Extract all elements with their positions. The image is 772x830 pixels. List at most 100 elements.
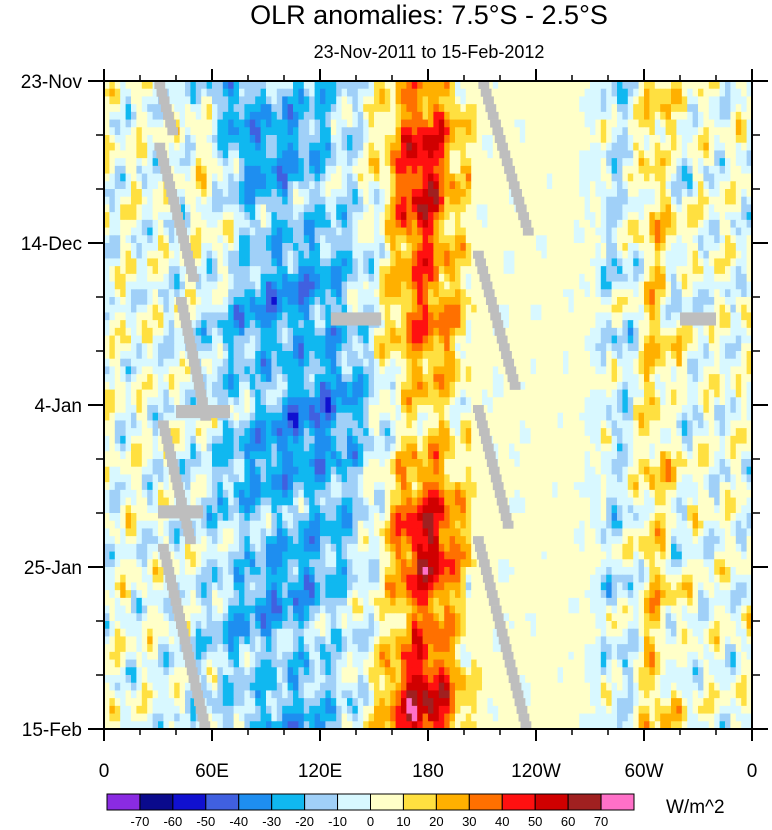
heat-cell (271, 173, 278, 182)
heat-cell (422, 320, 429, 329)
heat-cell (741, 327, 747, 336)
heat-cell (600, 281, 607, 290)
heat-cell (314, 320, 321, 329)
heat-cell (568, 235, 575, 244)
heat-cell (514, 111, 521, 120)
heat-cell (163, 243, 170, 252)
heat-cell (384, 142, 391, 151)
heat-cell (633, 389, 639, 398)
heat-cell (282, 135, 288, 144)
heat-cell (460, 335, 467, 344)
heat-cell (368, 243, 375, 252)
heat-cell (147, 96, 153, 105)
heat-cell (730, 250, 737, 259)
heat-cell (692, 250, 699, 259)
heat-cell (725, 266, 731, 275)
heat-cell (422, 127, 429, 136)
heat-cell (190, 227, 197, 236)
heat-cell (379, 389, 386, 398)
heat-cell (725, 119, 731, 128)
heat-cell (363, 119, 369, 128)
heat-cell (276, 281, 283, 290)
heat-cell (482, 397, 488, 406)
heat-cell (336, 88, 342, 97)
heat-cell (104, 173, 110, 182)
heat-cell (363, 142, 369, 151)
heat-cell (325, 96, 332, 105)
heat-cell (104, 343, 110, 352)
heat-cell (357, 165, 364, 174)
heat-cell (104, 181, 110, 190)
heat-cell (109, 320, 116, 329)
heat-cell (352, 189, 359, 198)
heat-cell (735, 281, 742, 290)
heat-cell (131, 196, 137, 205)
heat-cell (330, 258, 337, 267)
heat-cell (660, 358, 666, 367)
heat-cell (201, 374, 207, 383)
heat-cell (314, 104, 321, 113)
heat-cell (536, 219, 542, 228)
heat-cell (255, 196, 261, 205)
heat-cell (638, 381, 645, 390)
heat-cell (633, 289, 639, 298)
heat-cell (114, 312, 121, 321)
heat-cell (347, 212, 353, 221)
heat-cell (395, 189, 402, 198)
heat-cell (465, 104, 472, 113)
heat-cell (222, 142, 229, 151)
heat-cell (147, 212, 153, 221)
heat-cell (374, 335, 380, 344)
heat-cell (325, 366, 332, 375)
heat-cell (190, 150, 197, 159)
heat-cell (287, 104, 294, 113)
heat-cell (627, 335, 634, 344)
heat-cell (260, 397, 267, 406)
heat-cell (341, 212, 348, 221)
heat-cell (114, 297, 121, 306)
heat-cell (417, 312, 423, 321)
heat-cell (503, 381, 510, 390)
heat-cell (644, 281, 650, 290)
heat-cell (638, 142, 645, 151)
heat-cell (568, 212, 575, 221)
heat-cell (460, 104, 467, 113)
heat-cell (681, 219, 688, 228)
heat-cell (476, 335, 483, 344)
heat-cell (201, 96, 207, 105)
heat-cell (417, 366, 423, 375)
heat-cell (390, 165, 396, 174)
heat-cell (168, 250, 175, 259)
heat-cell (422, 374, 429, 383)
heat-cell (671, 96, 677, 105)
heat-cell (633, 189, 639, 198)
heat-cell (530, 173, 537, 182)
heat-cell (109, 366, 116, 375)
heat-cell (249, 204, 256, 213)
heat-cell (320, 389, 326, 398)
heat-cell (627, 381, 634, 390)
heat-cell (109, 135, 116, 144)
heat-cell (514, 281, 521, 290)
heat-cell (341, 366, 348, 375)
heat-cell (649, 312, 656, 321)
heat-cell (401, 219, 407, 228)
heat-cell (568, 389, 575, 398)
heat-cell (492, 343, 499, 352)
heat-cell (266, 173, 272, 182)
heat-cell (568, 81, 575, 90)
heat-cell (120, 397, 126, 406)
heat-cell (741, 165, 747, 174)
heat-cell (735, 212, 742, 221)
heat-cell (352, 212, 359, 221)
heat-cell (509, 351, 515, 360)
heat-cell (725, 281, 731, 290)
heat-cell (352, 381, 359, 390)
heat-cell (465, 374, 472, 383)
heat-cell (293, 389, 299, 398)
heat-cell (557, 335, 564, 344)
heat-cell (255, 104, 261, 113)
heat-cell (644, 297, 650, 306)
heat-cell (714, 327, 720, 336)
heat-cell (131, 189, 137, 198)
